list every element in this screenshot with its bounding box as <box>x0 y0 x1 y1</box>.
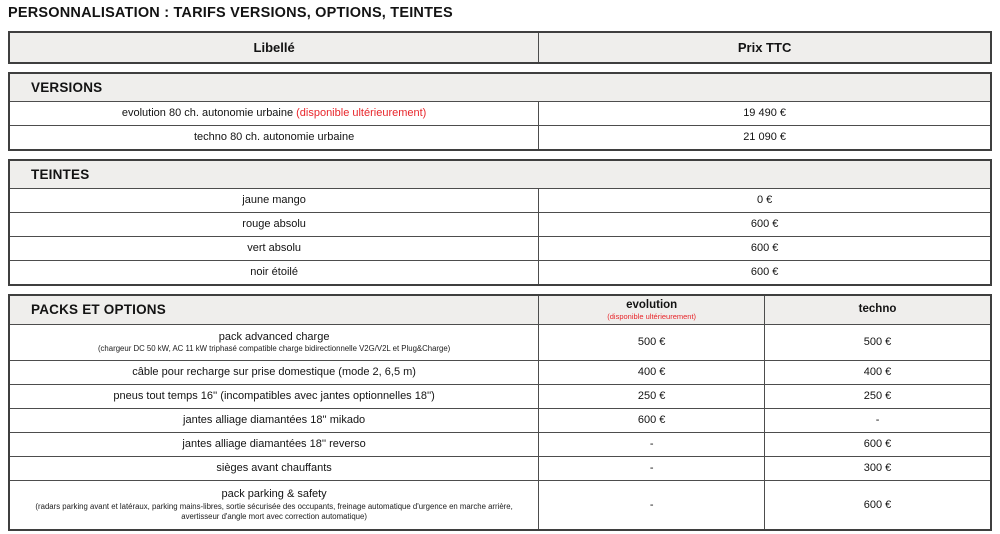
table-row: evolution 80 ch. autonomie urbaine (dispo… <box>10 100 990 125</box>
option-label: jantes alliage diamantées 18'' reverso <box>182 437 366 450</box>
column-header-table: Libellé Prix TTC <box>8 30 992 64</box>
teinte-price: 0 € <box>538 188 990 212</box>
teinte-label: noir étoilé <box>250 265 298 278</box>
teinte-label: jaune mango <box>242 193 306 206</box>
option-price-techno: 500 € <box>764 324 990 360</box>
page-title: PERSONNALISATION : TARIFS VERSIONS, OPTI… <box>8 5 453 21</box>
teinte-price: 600 € <box>538 260 990 284</box>
teinte-label: rouge absolu <box>242 217 306 230</box>
section-header-row: PACKS ET OPTIONS evolution (disponible u… <box>10 295 990 324</box>
packs-options-table: PACKS ET OPTIONS evolution (disponible u… <box>8 293 992 531</box>
option-price-techno: 400 € <box>764 360 990 384</box>
section-header-row: VERSIONS <box>10 73 990 101</box>
col-header-libelle: Libellé <box>10 32 539 62</box>
option-label: jantes alliage diamantées 18'' mikado <box>183 413 366 426</box>
option-label: câble pour recharge sur prise domestique… <box>132 365 416 378</box>
option-price-evolution: - <box>538 432 764 456</box>
evolution-column-label: evolution <box>626 298 678 311</box>
versions-table: VERSIONS evolution 80 ch. autonomie urba… <box>8 71 992 151</box>
teintes-table: TEINTES jaune mango 0 € rouge absolu 600… <box>8 158 992 286</box>
option-details: (chargeur DC 50 kW, AC 11 kW triphasé co… <box>97 344 451 354</box>
table-row: jaune mango 0 € <box>10 187 990 212</box>
version-label: evolution 80 ch. autonomie urbaine (dispo… <box>10 102 538 125</box>
option-price-evolution: 250 € <box>538 384 764 408</box>
option-price-techno: 250 € <box>764 384 990 408</box>
col-header-prix-ttc: Prix TTC <box>538 32 990 62</box>
teinte-price: 600 € <box>538 212 990 236</box>
option-price-evolution: 600 € <box>538 408 764 432</box>
table-row: Libellé Prix TTC <box>10 32 990 62</box>
teinte-label: vert absolu <box>247 241 302 254</box>
option-label: sièges avant chauffants <box>216 461 332 474</box>
table-row: pneus tout temps 16'' (incompatibles ave… <box>10 383 990 408</box>
col-header-evolution: evolution (disponible ultérieurement) <box>538 295 765 324</box>
version-name: techno 80 ch. autonomie urbaine <box>193 130 355 143</box>
table-row: jantes alliage diamantées 18'' mikado 60… <box>10 407 990 432</box>
versions-section-title: VERSIONS <box>10 73 990 101</box>
table-row: jantes alliage diamantées 18'' reverso -… <box>10 431 990 456</box>
table-row: sièges avant chauffants - 300 € <box>10 455 990 480</box>
option-label: pack parking & safety (radars parking av… <box>10 481 538 529</box>
evolution-availability-note: (disponible ultérieurement) <box>607 312 697 322</box>
option-name: pack advanced charge <box>218 330 330 343</box>
table-row: câble pour recharge sur prise domestique… <box>10 359 990 384</box>
packs-section-title: PACKS ET OPTIONS <box>10 295 539 324</box>
version-label: techno 80 ch. autonomie urbaine <box>10 126 538 149</box>
option-name: pack parking & safety <box>221 487 327 500</box>
table-row: pack parking & safety (radars parking av… <box>10 479 990 529</box>
table-row: noir étoilé 600 € <box>10 259 990 284</box>
table-row: vert absolu 600 € <box>10 235 990 260</box>
section-header-row: TEINTES <box>10 160 990 188</box>
version-name: evolution 80 ch. autonomie urbaine <box>121 106 294 119</box>
option-price-evolution: 500 € <box>538 324 764 360</box>
option-price-techno: 600 € <box>764 480 990 529</box>
availability-note: (disponible ultérieurement) <box>296 106 427 119</box>
option-price-evolution: - <box>538 456 764 480</box>
option-price-techno: 300 € <box>764 456 990 480</box>
option-label: pack advanced charge (chargeur DC 50 kW,… <box>10 325 538 360</box>
col-header-techno: techno <box>764 295 990 324</box>
teintes-section-title: TEINTES <box>10 160 990 188</box>
option-label: pneus tout temps 16'' (incompatibles ave… <box>113 389 435 402</box>
table-row: pack advanced charge (chargeur DC 50 kW,… <box>10 323 990 360</box>
option-price-evolution: 400 € <box>538 360 764 384</box>
teinte-price: 600 € <box>538 236 990 260</box>
option-details: (radars parking avant et latéraux, parki… <box>35 501 513 521</box>
option-price-techno: - <box>764 408 990 432</box>
table-row: techno 80 ch. autonomie urbaine 21 090 € <box>10 124 990 149</box>
version-price: 19 490 € <box>538 101 990 125</box>
option-price-techno: 600 € <box>764 432 990 456</box>
option-price-evolution: - <box>538 480 764 529</box>
version-price: 21 090 € <box>538 125 990 149</box>
table-row: rouge absolu 600 € <box>10 211 990 236</box>
